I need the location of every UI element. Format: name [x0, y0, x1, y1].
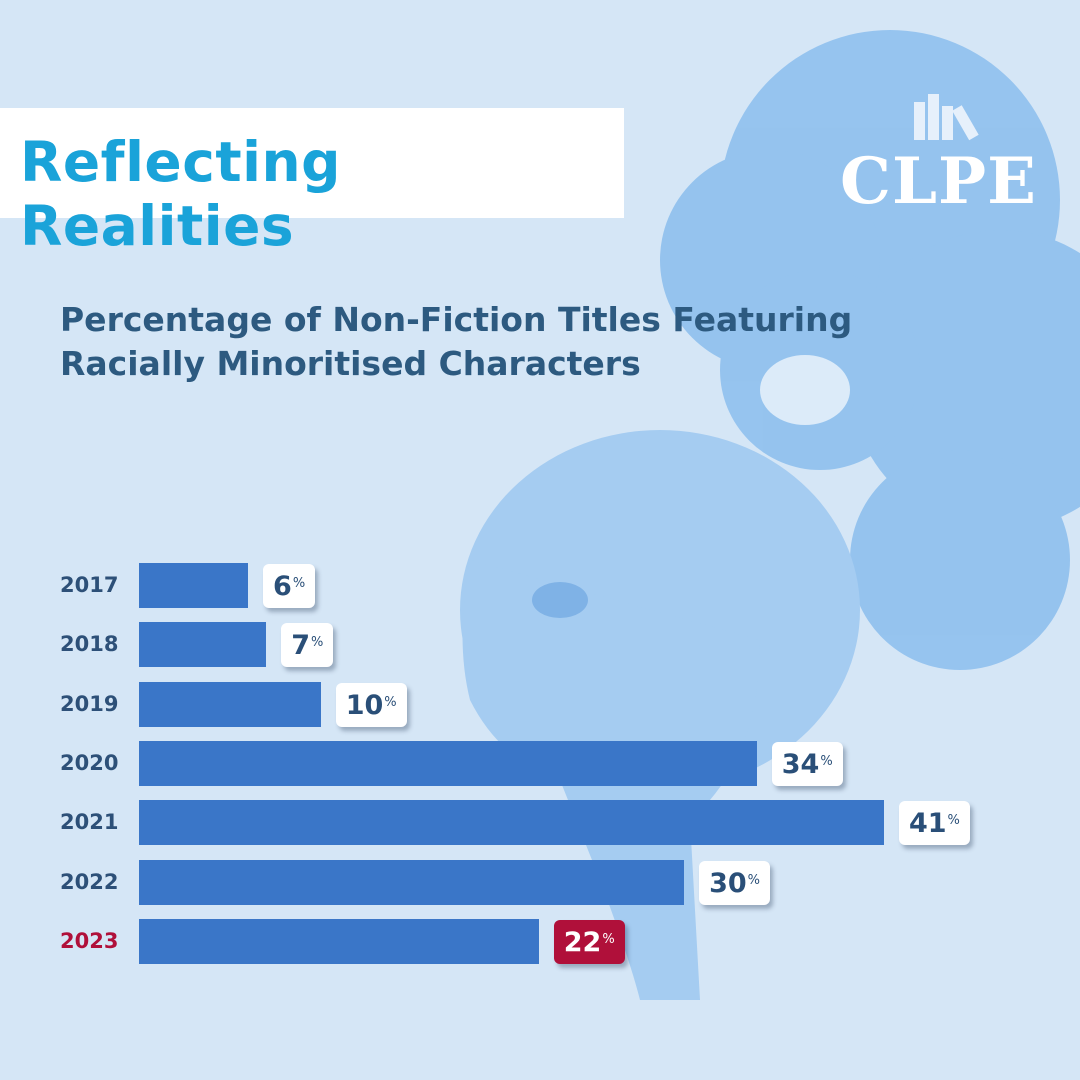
value-label: 6%: [263, 564, 316, 608]
bar-2018: [139, 622, 267, 667]
year-label: 2021: [60, 810, 119, 834]
bar-2021: [139, 800, 884, 845]
year-label: 2018: [60, 632, 119, 656]
logo-text: CLPE: [840, 144, 1037, 219]
bar-2020: [139, 741, 757, 786]
year-label: 2019: [60, 692, 119, 716]
bar-2017: [139, 563, 249, 608]
chart-title: Percentage of Non-Fiction Titles Featuri…: [60, 300, 853, 383]
year-label: 2023: [60, 929, 119, 953]
value-label: 7%: [281, 623, 334, 667]
bar-2022: [139, 860, 685, 905]
books-icon: [914, 94, 979, 141]
bar-2019: [139, 682, 321, 727]
year-label: 2022: [60, 870, 119, 894]
title-banner: Reflecting Realities: [0, 108, 624, 258]
value-label: 10%: [335, 683, 407, 727]
year-label: 2017: [60, 573, 119, 597]
clpe-logo: CLPE: [840, 92, 1045, 222]
value-label: 22%: [553, 920, 625, 964]
page-title: Reflecting Realities: [20, 130, 342, 258]
value-label: 41%: [898, 801, 970, 845]
value-label: 34%: [771, 742, 843, 786]
bar-2023: [139, 919, 539, 964]
year-label: 2020: [60, 751, 119, 775]
value-label: 30%: [699, 861, 771, 905]
